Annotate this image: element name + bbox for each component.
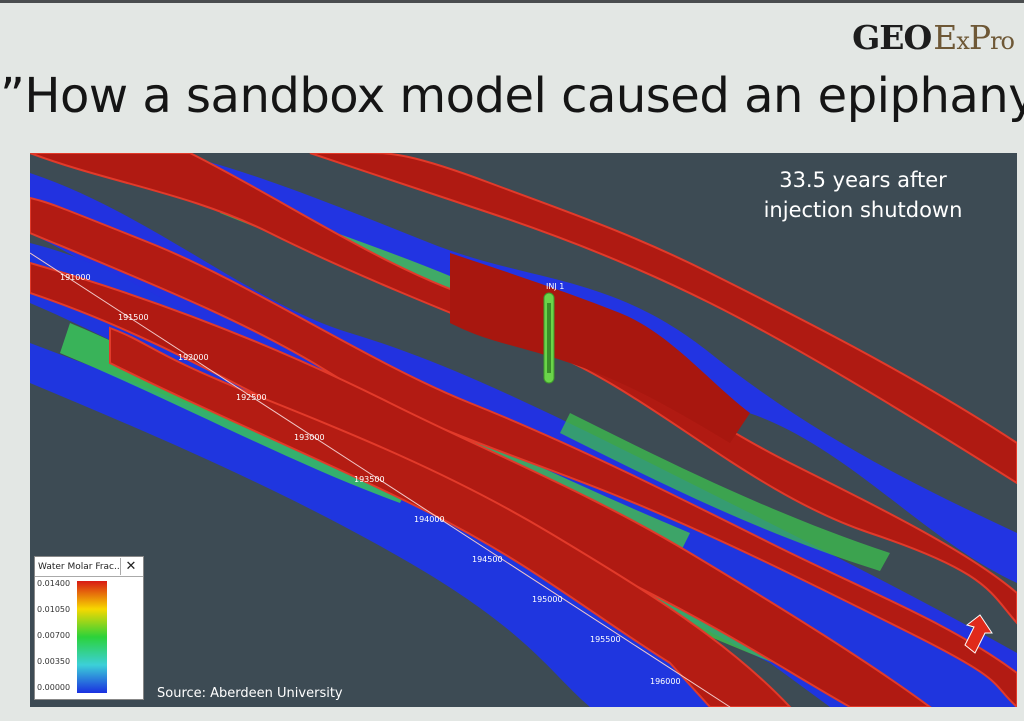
legend-value: 0.00700 (37, 631, 71, 640)
red-arrow-icon (964, 614, 993, 654)
tick-label: 196000 (650, 677, 681, 686)
tick-label: 192500 (236, 393, 267, 402)
red-plume (450, 253, 750, 443)
brand-geo: GEO (852, 18, 932, 57)
reservoir-model-figure: 33.5 years after injection shutdown INJ … (30, 153, 1017, 707)
color-legend: Water Molar Frac... ✕ 0.01400 0.01050 0.… (34, 556, 144, 700)
tick-label: 194000 (414, 515, 445, 524)
tick-label: 191500 (118, 313, 149, 322)
legend-value: 0.01050 (37, 605, 71, 614)
legend-title: Water Molar Frac... (38, 561, 120, 572)
close-icon[interactable]: ✕ (120, 558, 141, 575)
tick-label: 192000 (178, 353, 209, 362)
legend-value: 0.00350 (37, 657, 71, 666)
headline: ”How a sandbox model caused an epiphany” (0, 68, 1024, 124)
green-patch-5 (560, 413, 890, 571)
brand-logo: GEOExPro (852, 18, 1015, 57)
tick-label: 193500 (354, 475, 385, 484)
tick-label: 193000 (294, 433, 325, 442)
reservoir-layers-graphic (30, 153, 1017, 707)
survey-line (30, 252, 731, 707)
red-layer-4 (309, 153, 1017, 485)
tick-label: 191000 (60, 273, 91, 282)
legend-color-bar (77, 581, 107, 693)
tick-label: 194500 (472, 555, 503, 564)
blue-layer-4 (30, 343, 750, 707)
legend-value: 0.00000 (37, 683, 71, 692)
brand-expro: ExPro (933, 18, 1015, 57)
legend-value: 0.01400 (37, 579, 71, 588)
legend-title-bar: Water Molar Frac... ✕ (35, 557, 143, 577)
source-credit: Source: Aberdeen University (157, 686, 343, 701)
time-caption: 33.5 years after injection shutdown (763, 168, 963, 222)
tick-label: 195500 (590, 635, 621, 644)
top-rule (0, 0, 1024, 3)
tick-label: 195000 (532, 595, 563, 604)
red-layer-5 (109, 326, 792, 707)
well-label: INJ 1 (546, 282, 565, 291)
